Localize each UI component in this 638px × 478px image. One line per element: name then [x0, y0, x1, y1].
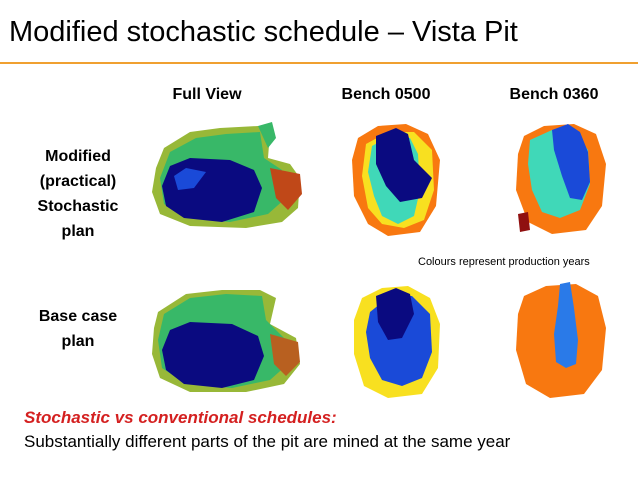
row-label-line: Modified: [45, 148, 111, 165]
footer-emphasis: Stochastic vs conventional schedules:: [24, 408, 337, 427]
bench-0500-base-case: [354, 286, 440, 398]
slide-title: Modified stochastic schedule – Vista Pit: [9, 16, 518, 48]
row-label-modified-plan: Modified (practical) Stochastic plan: [22, 144, 134, 244]
row-label-line: plan: [61, 223, 95, 240]
title-underline: [0, 62, 638, 64]
row-label-line: Stochastic: [37, 198, 119, 215]
pit-3d-view-base-case: [152, 290, 300, 392]
row-label-line: Base case: [38, 308, 118, 325]
column-header-bench-0360: Bench 0360: [509, 86, 599, 103]
bench-0360-modified: [516, 124, 606, 234]
row-label-line: (practical): [39, 173, 117, 190]
footer-body-text: Substantially different parts of the pit…: [24, 432, 511, 451]
column-header-full-view: Full View: [172, 86, 242, 103]
bench-0500-modified: [352, 124, 440, 236]
pit-3d-view-modified: [152, 122, 302, 228]
column-header-bench-0500: Bench 0500: [341, 86, 431, 103]
row-label-base-case: Base case plan: [22, 304, 134, 354]
colour-legend-note: Colours represent production years: [418, 256, 590, 268]
row-label-line: plan: [61, 333, 95, 350]
bench-0360-base-case: [516, 282, 606, 398]
